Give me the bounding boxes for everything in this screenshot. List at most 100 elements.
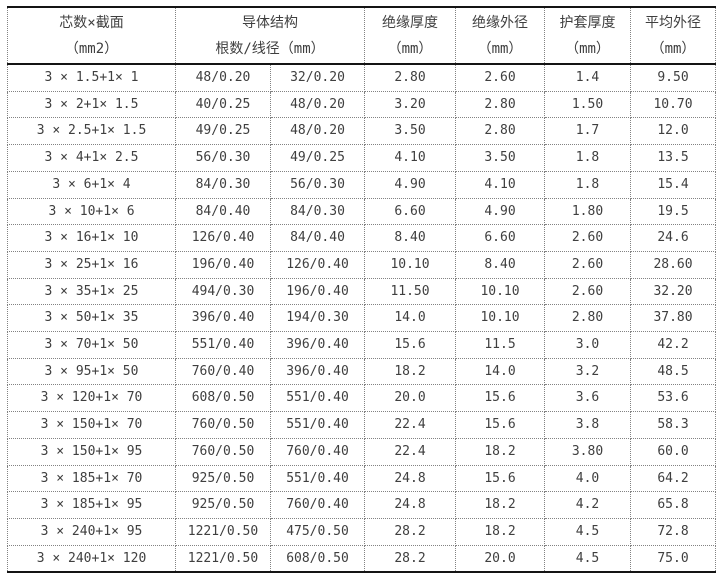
cell-insulation-od: 10.10 (455, 277, 546, 306)
cell-conductor-neutral: 84/0.30 (269, 197, 366, 226)
cell-conductor-main: 40/0.25 (175, 90, 271, 119)
cell-insulation-thickness: 4.90 (364, 170, 457, 199)
cell-avg-od: 24.6 (630, 224, 717, 252)
cell-conductor-main: 48/0.20 (175, 63, 271, 92)
cell-insulation-thickness: 22.4 (364, 437, 457, 466)
cell-insulation-od: 11.5 (455, 331, 546, 359)
cell-avg-od: 65.8 (630, 491, 717, 519)
cell-insulation-thickness: 11.50 (364, 277, 457, 306)
cell-sheath-thickness: 1.8 (544, 144, 632, 172)
cell-insulation-thickness: 28.2 (364, 544, 457, 573)
cell-insulation-od: 18.2 (455, 491, 546, 519)
cell-insulation-thickness: 3.50 (364, 117, 457, 146)
header-sheath-thickness-unit: （mm） (565, 40, 610, 57)
cell-conductor-neutral: 551/0.40 (269, 464, 366, 493)
cell-sheath-thickness: 1.4 (544, 63, 632, 92)
cell-sheath-thickness: 3.80 (544, 437, 632, 466)
cell-spec: 3 × 95+1× 50 (7, 357, 176, 386)
header-avg-od-unit: （mm） (650, 40, 696, 57)
cell-avg-od: 13.5 (630, 144, 717, 172)
cell-conductor-main: 1221/0.50 (175, 544, 271, 573)
cell-conductor-neutral: 32/0.20 (269, 63, 366, 92)
header-insulation-thickness-title: 绝缘厚度 (382, 14, 439, 31)
table-row: 3 × 2+1× 1.5 40/0.25 48/0.20 3.20 2.80 1.50 10… (7, 90, 717, 119)
table-row: 3 × 185+1× 70 925/0.50 551/0.40 24.8 15.6 4.0… (7, 464, 717, 493)
header-cell-avg-od: 平均外径 （mm） (630, 6, 717, 65)
cell-avg-od: 10.70 (630, 90, 717, 119)
cell-conductor-neutral: 551/0.40 (269, 411, 366, 439)
cell-avg-od: 58.3 (630, 411, 717, 439)
header-cell-spec: 芯数×截面 （mm2） (7, 6, 176, 65)
header-conductor-unit: 根数/线径（mm） (215, 40, 325, 57)
header-cell-insulation-od: 绝缘外径 （mm） (455, 6, 546, 65)
cell-insulation-od: 3.50 (455, 144, 546, 172)
cell-insulation-thickness: 6.60 (364, 197, 457, 226)
cell-insulation-thickness: 24.8 (364, 464, 457, 493)
cell-insulation-thickness: 14.0 (364, 304, 457, 333)
cell-insulation-od: 15.6 (455, 384, 546, 413)
cell-insulation-od: 2.80 (455, 90, 546, 119)
cell-spec: 3 × 185+1× 95 (7, 491, 176, 519)
cell-avg-od: 32.20 (630, 277, 717, 306)
cell-insulation-thickness: 20.0 (364, 384, 457, 413)
cell-conductor-main: 396/0.40 (175, 304, 271, 333)
cell-conductor-main: 925/0.50 (175, 491, 271, 519)
cell-spec: 3 × 25+1× 16 (7, 250, 176, 279)
cell-conductor-neutral: 48/0.20 (269, 117, 366, 146)
cell-insulation-thickness: 24.8 (364, 491, 457, 519)
header-avg-od-title: 平均外径 (645, 14, 702, 31)
cell-avg-od: 19.5 (630, 197, 717, 226)
cell-avg-od: 64.2 (630, 464, 717, 493)
cell-spec: 3 × 4+1× 2.5 (7, 144, 176, 172)
table-row: 3 × 150+1× 95 760/0.50 760/0.40 22.4 18.2 3.8… (7, 437, 717, 466)
cell-conductor-main: 760/0.50 (175, 411, 271, 439)
cell-avg-od: 12.0 (630, 117, 717, 146)
header-row: 芯数×截面 （mm2） 导体结构 根数/线径（mm） 绝缘厚度 （mm） 绝缘外… (7, 6, 717, 65)
header-cell-insulation-thickness: 绝缘厚度 （mm） (364, 6, 457, 65)
cell-conductor-main: 84/0.40 (175, 197, 271, 226)
cell-insulation-od: 18.2 (455, 517, 546, 546)
cell-conductor-main: 551/0.40 (175, 331, 271, 359)
header-insulation-thickness-unit: （mm） (387, 40, 433, 57)
cell-spec: 3 × 35+1× 25 (7, 277, 176, 306)
cell-insulation-thickness: 8.40 (364, 224, 457, 252)
cell-insulation-thickness: 15.6 (364, 331, 457, 359)
cell-insulation-od: 14.0 (455, 357, 546, 386)
cell-conductor-main: 84/0.30 (175, 170, 271, 199)
header-sheath-thickness-title: 护套厚度 (559, 14, 616, 31)
cell-conductor-neutral: 396/0.40 (269, 331, 366, 359)
table-row: 3 × 50+1× 35 396/0.40 194/0.30 14.0 10.10 2.8… (7, 304, 717, 333)
cell-spec: 3 × 6+1× 4 (7, 170, 176, 199)
cell-spec: 3 × 50+1× 35 (7, 304, 176, 333)
cell-spec: 3 × 120+1× 70 (7, 384, 176, 413)
cell-conductor-main: 608/0.50 (175, 384, 271, 413)
cell-spec: 3 × 2+1× 1.5 (7, 90, 176, 119)
cell-avg-od: 9.50 (630, 63, 717, 92)
cell-conductor-main: 1221/0.50 (175, 517, 271, 546)
cell-sheath-thickness: 4.5 (544, 517, 632, 546)
table-row: 3 × 6+1× 4 84/0.30 56/0.30 4.90 4.10 1.8 15.4 (7, 170, 717, 199)
cell-insulation-thickness: 2.80 (364, 63, 457, 92)
cell-conductor-main: 196/0.40 (175, 250, 271, 279)
cell-spec: 3 × 10+1× 6 (7, 197, 176, 226)
cell-insulation-od: 18.2 (455, 437, 546, 466)
cell-conductor-main: 49/0.25 (175, 117, 271, 146)
table-row: 3 × 185+1× 95 925/0.50 760/0.40 24.8 18.2 4.2… (7, 491, 717, 519)
cell-sheath-thickness: 4.0 (544, 464, 632, 493)
table-row: 3 × 120+1× 70 608/0.50 551/0.40 20.0 15.6 3.6… (7, 384, 717, 413)
cell-avg-od: 15.4 (630, 170, 717, 199)
cell-insulation-od: 20.0 (455, 544, 546, 573)
cell-sheath-thickness: 3.2 (544, 357, 632, 386)
cell-conductor-neutral: 475/0.50 (269, 517, 366, 546)
cell-insulation-thickness: 22.4 (364, 411, 457, 439)
cell-avg-od: 60.0 (630, 437, 717, 466)
header-spec-title: 芯数×截面 (59, 14, 124, 31)
cell-sheath-thickness: 1.7 (544, 117, 632, 146)
cell-sheath-thickness: 1.80 (544, 197, 632, 226)
table-row: 3 × 240+1× 95 1221/0.50 475/0.50 28.2 18.2 4.… (7, 517, 717, 546)
cell-insulation-od: 10.10 (455, 304, 546, 333)
cell-conductor-neutral: 126/0.40 (269, 250, 366, 279)
cell-spec: 3 × 16+1× 10 (7, 224, 176, 252)
table-row: 3 × 16+1× 10 126/0.40 84/0.40 8.40 6.60 2.60 2… (7, 224, 717, 252)
cell-sheath-thickness: 2.60 (544, 250, 632, 279)
